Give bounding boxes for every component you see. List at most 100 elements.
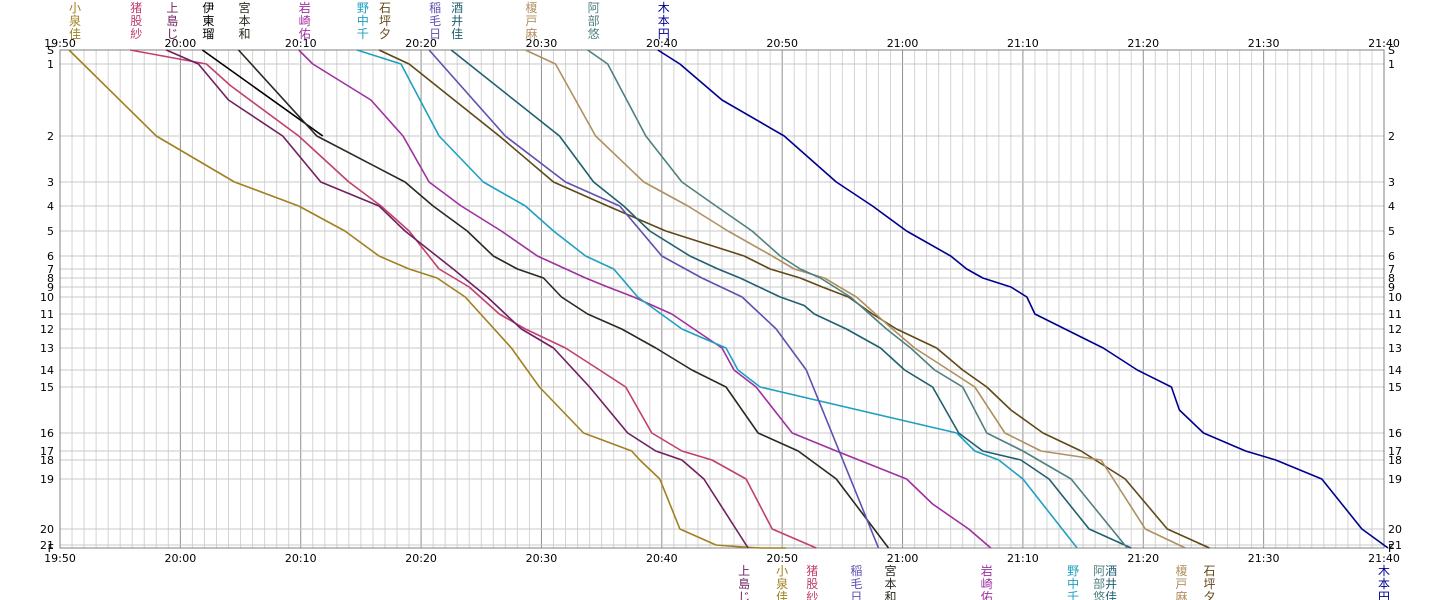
runner-label-char: 東 [202,14,214,28]
runner-label-bottom: 榎戸麻 [1175,563,1187,600]
runner-label-char: じ [738,590,750,600]
runner-label-char: 佳 [69,27,81,41]
control-tick-right: S [1388,44,1395,57]
control-tick-right: 16 [1388,427,1402,440]
runner-label-char: 部 [588,13,600,28]
time-tick-top: 20:00 [165,37,197,50]
series-line [130,49,817,549]
plot-frame [59,49,1385,549]
time-axis: 19:50 19:50 20:00 20:00 20:10 20:10 20:20 20:20… [44,37,1400,565]
runner-label-bottom: 小泉佳 [776,564,788,600]
control-tick-left: 21 [40,539,54,552]
runner-label-char: 上 [738,564,750,578]
runner-label-top: 岩崎佑 [299,0,311,41]
runner-label-char: 佳 [1105,590,1117,600]
runner-label-top: 宮本和 [239,0,251,41]
time-tick-bottom: 20:40 [646,552,678,565]
series-line [356,49,1078,549]
series-line [68,49,787,549]
runner-label-bottom: 酒井佳 [1105,564,1117,600]
runner-label-char: 本 [658,14,670,28]
runner-label-top: 榎戸麻 [525,0,537,41]
runner-label-char: 井 [1105,577,1117,591]
runner-label-char: 毛 [429,14,441,28]
time-tick-top: 21:40 [1368,37,1400,50]
runner-label-char: 中 [357,13,369,28]
control-tick-right: 5 [1388,225,1395,238]
control-tick-right: 1 [1388,58,1395,71]
runner-label-char: 和 [239,27,251,41]
time-tick-bottom: 20:30 [526,552,558,565]
control-tick-right: F [1388,542,1394,555]
runner-label-char: 夕 [1203,590,1215,600]
runner-label-char: 岩 [981,563,993,578]
control-tick-left: 16 [40,427,54,440]
time-tick-top: 20:50 [766,37,798,50]
time-tick-bottom: 20:20 [405,552,437,565]
runner-label-char: 部 [1093,576,1105,591]
runner-label-top: 伊東瑠 [202,1,214,41]
series-line [428,49,880,549]
runner-label-char: 和 [885,590,897,600]
runner-label-char: 毛 [850,577,862,591]
runner-label-char: 野 [357,1,369,15]
control-tick-left: 10 [40,291,54,304]
runner-label-char: 上 [166,1,178,15]
runner-label-char: 股 [130,14,142,28]
runner-label-bottom: 野中千 [1067,564,1079,600]
runner-label-char: 本 [1378,577,1390,591]
runner-label-char: 佳 [776,590,788,600]
series-line [237,49,890,549]
runner-label-char: 島 [166,13,178,28]
plot-border [59,49,1385,549]
runner-label-char: 麻 [525,26,537,41]
runner-label-bottom: 阿部悠 [1093,564,1105,600]
control-tick-left: 14 [40,364,54,377]
time-tick-bottom: 21:30 [1248,552,1280,565]
runner-label-char: 宮 [239,0,251,15]
runner-label-bottom: 石坪夕 [1203,564,1215,600]
series-lines [68,49,1389,549]
control-tick-left: S [47,44,54,57]
control-tick-right: 10 [1388,291,1402,304]
runner-label-char: 坪 [1203,577,1215,591]
control-tick-left: 11 [40,308,54,321]
time-tick-top: 21:30 [1248,37,1280,50]
control-tick-left: 3 [47,176,54,189]
control-tick-right: 8 [1388,272,1395,285]
control-tick-right: 9 [1388,281,1395,294]
control-tick-right: 18 [1388,454,1402,467]
runner-label-char: 井 [451,14,463,28]
runner-label-char: 木 [1378,564,1390,578]
series-line [587,49,1128,549]
runner-label-char: 榎 [525,0,537,15]
runner-label-top: 小泉佳 [69,1,81,41]
series-line [450,49,1132,549]
runner-label-char: 石 [1203,564,1215,578]
runner-label-char: 崎 [299,14,311,28]
control-tick-right: 20 [1388,523,1402,536]
time-tick-top: 20:30 [526,37,558,50]
runner-label-char: 紗 [130,27,142,41]
runner-label-char: 猪 [806,564,818,578]
runner-label-top: 上島じ [166,1,178,41]
runner-label-char: 宮 [885,563,897,578]
control-tick-left: 20 [40,523,54,536]
runner-label-char: 佳 [451,27,463,41]
runner-label-char: 麻 [1175,589,1187,600]
control-tick-left: 8 [47,272,54,285]
runner-label-char: 瑠 [202,27,214,41]
control-tick-right: 2 [1388,130,1395,143]
runner-label-char: 紗 [806,590,818,600]
control-tick-left: 2 [47,130,54,143]
runner-label-char: 阿 [588,1,600,15]
runner-label-bottom: 宮本和 [885,563,897,600]
control-tick-left: 13 [40,342,54,355]
control-tick-right: 6 [1388,250,1395,263]
runner-label-char: 木 [658,1,670,15]
runner-label-top: 酒井佳 [451,1,463,41]
runner-label-char: 戸 [1175,577,1187,591]
runner-label-char: 円 [658,27,670,41]
series-line [525,49,1186,549]
